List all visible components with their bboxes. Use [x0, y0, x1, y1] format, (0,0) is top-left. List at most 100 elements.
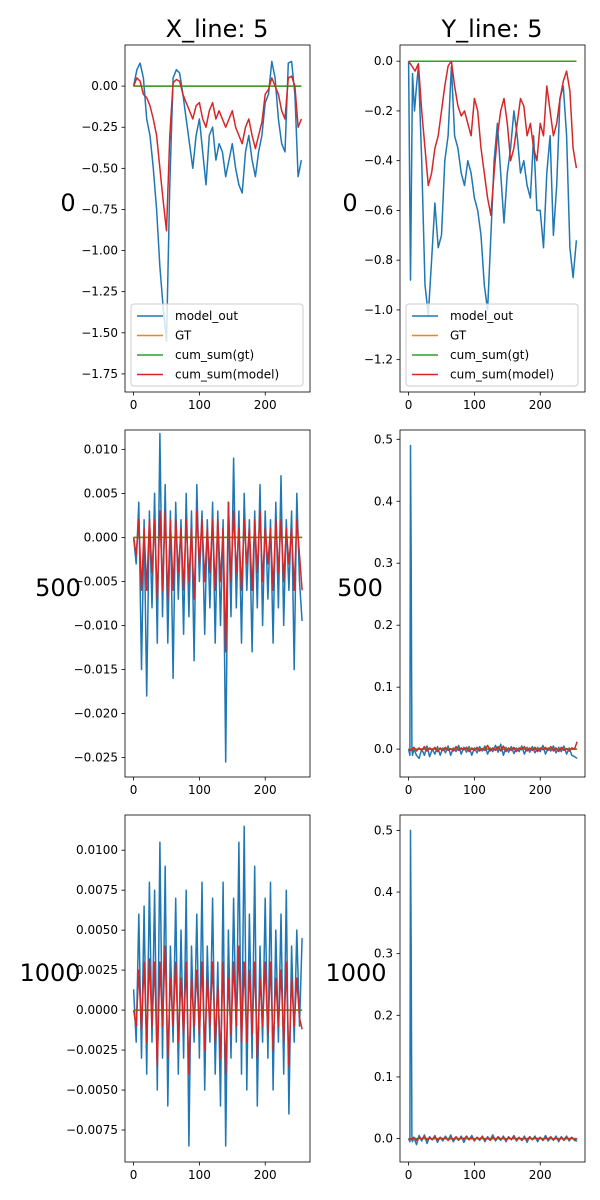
y-tick-label: 0.4	[374, 885, 393, 899]
y-tick-label: 0.000	[84, 530, 118, 544]
plot-area	[407, 444, 578, 760]
x-tick-label: 100	[188, 398, 211, 412]
y-tick-label: −1.50	[81, 326, 118, 340]
y-tick-label: 0.3	[374, 556, 393, 570]
plot-area	[407, 829, 578, 1146]
y-tick-label: −0.75	[81, 202, 118, 216]
subplot-0-1: 0 100 200 0.0 −0.2 −0.4 −0.6 −0.8 −1.0 −1.2 model_…	[364, 44, 586, 412]
row-label-1000-right: 1000	[325, 959, 386, 987]
column-title-y: Y_line: 5	[441, 15, 543, 43]
plot-area	[132, 825, 303, 1147]
axes-frame	[399, 44, 586, 393]
legend-label: model_out	[175, 309, 238, 323]
y-tick-label: 0.0025	[76, 963, 118, 977]
plot-area	[132, 60, 303, 342]
y-tick-label: −1.75	[81, 367, 118, 381]
y-tick-label: 0.00	[91, 79, 118, 93]
subplot-2-1: 0 100 200 0.5 0.4 0.3 0.2 0.1 0.0	[374, 814, 586, 1182]
x-tick-label: 100	[188, 783, 211, 797]
row-label-0-left: 0	[60, 189, 75, 217]
legend: model_out GT cum_sum(gt) cum_sum(model)	[130, 303, 304, 387]
subplot-2-0: 0 100 200 0.0100 0.0075 0.0050 0.0025 0.0000 −0.…	[66, 814, 311, 1182]
series-line-cum-sum-model	[132, 501, 303, 653]
legend-label: cum_sum(model)	[450, 368, 554, 382]
x-tick-label: 200	[254, 398, 277, 412]
axes-frame	[124, 814, 311, 1163]
legend-label: model_out	[450, 309, 513, 323]
legend-label: GT	[450, 329, 467, 343]
series-line-model-out	[132, 432, 303, 763]
y-tick-label: −0.0025	[66, 1043, 118, 1057]
y-tick-label: −0.0075	[66, 1123, 118, 1137]
x-tick-label: 200	[529, 1168, 552, 1182]
y-tick-label: 0.0100	[76, 843, 118, 857]
legend-label: cum_sum(model)	[175, 368, 279, 382]
y-tick-label: −0.020	[74, 707, 118, 721]
y-tick-label: 0.010	[84, 442, 118, 456]
y-tick-label: −1.25	[81, 285, 118, 299]
x-tick-label: 0	[130, 398, 138, 412]
subplot-1-0: 0 100 200 0.010 0.005 0.000 −0.005 −0.010 −0.015…	[74, 429, 311, 797]
x-tick-label: 200	[254, 783, 277, 797]
x-tick-label: 0	[405, 783, 413, 797]
y-tick-label: −0.4	[364, 154, 393, 168]
y-tick-label: 0.2	[374, 1008, 393, 1022]
y-tick-label: 0.005	[84, 486, 118, 500]
series-line-cum-sum-model	[408, 741, 578, 753]
series-line-model-out	[407, 829, 578, 1146]
y-tick-label: 0.0075	[76, 883, 118, 897]
x-tick-label: 100	[463, 1168, 486, 1182]
y-tick-label: −0.2	[364, 104, 393, 118]
y-tick-label: −0.025	[74, 751, 118, 765]
y-tick-label: 0.0	[374, 742, 393, 756]
x-tick-label: 0	[130, 783, 138, 797]
x-tick-label: 200	[529, 783, 552, 797]
row-label-500-left: 500	[35, 574, 81, 602]
row-label-500-right: 500	[337, 574, 383, 602]
plot-area	[132, 432, 303, 763]
y-tick-label: 0.1	[374, 680, 393, 694]
y-tick-label: −0.6	[364, 203, 393, 217]
y-tick-label: −0.8	[364, 253, 393, 267]
y-tick-label: −1.0	[364, 303, 393, 317]
y-tick-label: 0.0	[374, 1132, 393, 1146]
y-tick-label: −0.015	[74, 663, 118, 677]
subplot-0-0: 0 100 200 0.00 −0.25 −0.50 −0.75 −1.00 −1.25 −1.5…	[81, 44, 311, 412]
axes-frame	[399, 814, 586, 1163]
subplot-1-1: 0 100 200 0.5 0.4 0.3 0.2 0.1 0.0	[374, 429, 586, 797]
subplot-grid: 0 100 2000.00−0.25−0.50−0.75−1.00−1.25−1.5…	[66, 44, 586, 1182]
y-tick-label: 0.5	[374, 823, 393, 837]
y-tick-label: −1.00	[81, 244, 118, 258]
plot-area	[407, 60, 578, 316]
axes-frame	[399, 429, 586, 778]
legend-box	[130, 303, 304, 387]
axes-frame	[124, 429, 311, 778]
legend-label: GT	[175, 329, 192, 343]
y-tick-label: −0.010	[74, 619, 118, 633]
x-tick-label: 200	[529, 398, 552, 412]
x-tick-label: 0	[130, 1168, 138, 1182]
series-line-cum-sum-model	[407, 60, 578, 217]
y-tick-label: 0.0	[374, 54, 393, 68]
series-line-model-out	[407, 444, 578, 760]
x-tick-label: 0	[405, 398, 413, 412]
y-tick-label: 0.5	[374, 432, 393, 446]
y-tick-label: 0.0000	[76, 1003, 118, 1017]
series-line-cum-sum-model	[132, 75, 303, 232]
series-line-model-out	[132, 60, 303, 342]
legend-label: cum_sum(gt)	[175, 348, 254, 362]
x-tick-label: 200	[254, 1168, 277, 1182]
row-label-1000-left: 1000	[19, 959, 80, 987]
legend-box	[405, 303, 579, 387]
column-title-x: X_line: 5	[166, 15, 269, 43]
x-tick-label: 100	[188, 1168, 211, 1182]
y-tick-label: −0.50	[81, 161, 118, 175]
legend: model_out GT cum_sum(gt) cum_sum(model)	[405, 303, 579, 387]
axes-frame	[124, 44, 311, 393]
y-tick-label: 0.4	[374, 494, 393, 508]
x-tick-label: 0	[405, 1168, 413, 1182]
y-tick-label: −1.2	[364, 353, 393, 367]
x-tick-label: 100	[463, 783, 486, 797]
y-tick-label: −0.005	[74, 574, 118, 588]
